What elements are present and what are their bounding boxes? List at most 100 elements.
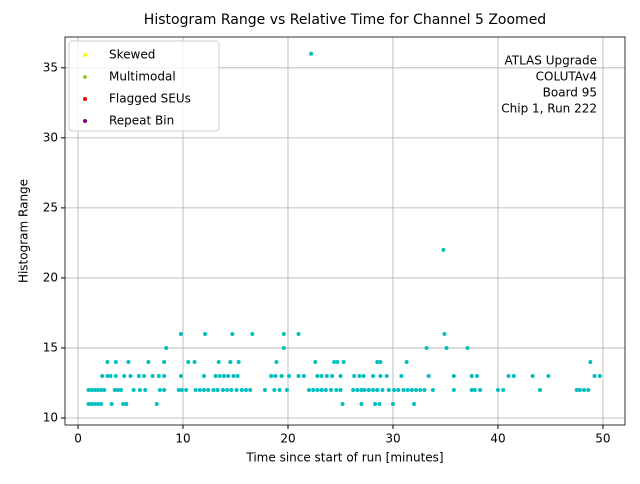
point	[92, 387, 97, 392]
point	[225, 387, 230, 392]
point	[150, 373, 155, 378]
point	[451, 373, 456, 378]
point	[375, 387, 380, 392]
point	[136, 373, 141, 378]
legend-label: Flagged SEUs	[109, 92, 191, 106]
point	[465, 345, 470, 350]
point	[377, 401, 382, 406]
point	[418, 387, 423, 392]
point	[211, 387, 216, 392]
point	[281, 345, 286, 350]
point	[86, 387, 91, 392]
point	[378, 359, 383, 364]
point	[213, 373, 218, 378]
point	[582, 387, 587, 392]
point	[424, 345, 429, 350]
point	[86, 401, 91, 406]
point	[119, 387, 124, 392]
point	[113, 373, 118, 378]
point	[355, 387, 360, 392]
point	[404, 359, 409, 364]
point	[192, 359, 197, 364]
point	[405, 387, 410, 392]
point	[248, 387, 253, 392]
point	[401, 387, 406, 392]
point	[164, 345, 169, 350]
annotation: COLUTAv4	[536, 70, 597, 84]
point	[472, 387, 477, 392]
point	[186, 359, 191, 364]
point	[109, 401, 114, 406]
point	[287, 373, 292, 378]
point	[89, 401, 94, 406]
point	[396, 387, 401, 392]
y-tick-label: 20	[43, 270, 58, 284]
point	[236, 359, 241, 364]
point	[338, 373, 343, 378]
point	[373, 401, 378, 406]
point	[154, 401, 159, 406]
point	[231, 373, 236, 378]
point	[126, 359, 131, 364]
point	[324, 373, 329, 378]
point	[108, 373, 113, 378]
point	[352, 373, 357, 378]
point	[442, 331, 447, 336]
point	[184, 387, 189, 392]
point	[228, 359, 233, 364]
point	[269, 373, 274, 378]
x-tick-label: 30	[385, 432, 400, 446]
legend-marker	[83, 119, 87, 123]
point	[335, 359, 340, 364]
x-tick-label: 40	[490, 432, 505, 446]
point	[142, 373, 147, 378]
point	[444, 345, 449, 350]
point	[351, 387, 356, 392]
point	[239, 387, 244, 392]
point	[375, 359, 380, 364]
point	[193, 387, 198, 392]
point	[105, 373, 110, 378]
point	[359, 387, 364, 392]
point	[338, 387, 343, 392]
point	[279, 373, 284, 378]
point	[217, 373, 222, 378]
legend-label: Repeat Bin	[109, 114, 174, 128]
point	[197, 387, 202, 392]
point	[284, 387, 289, 392]
point	[230, 331, 235, 336]
point	[206, 387, 211, 392]
point	[546, 373, 551, 378]
point	[537, 387, 542, 392]
point	[202, 373, 207, 378]
point	[399, 373, 404, 378]
point	[371, 387, 376, 392]
point	[95, 387, 100, 392]
point	[112, 387, 117, 392]
point	[99, 387, 104, 392]
point	[131, 387, 136, 392]
point	[371, 373, 376, 378]
legend-box	[68, 40, 220, 132]
x-tick-label: 10	[175, 432, 190, 446]
point	[366, 387, 371, 392]
legend-label: Multimodal	[109, 70, 176, 84]
point	[588, 359, 593, 364]
chart-title: Histogram Range vs Relative Time for Cha…	[144, 12, 546, 28]
point	[506, 373, 511, 378]
legend-marker	[83, 97, 87, 101]
point	[178, 373, 183, 378]
point	[340, 401, 345, 406]
point	[121, 401, 126, 406]
point	[469, 387, 474, 392]
point	[319, 373, 324, 378]
point	[162, 387, 167, 392]
point	[229, 387, 234, 392]
point	[95, 401, 100, 406]
point	[329, 387, 334, 392]
point	[426, 373, 431, 378]
point	[577, 387, 582, 392]
point	[430, 387, 435, 392]
point	[122, 373, 127, 378]
point	[309, 51, 314, 56]
